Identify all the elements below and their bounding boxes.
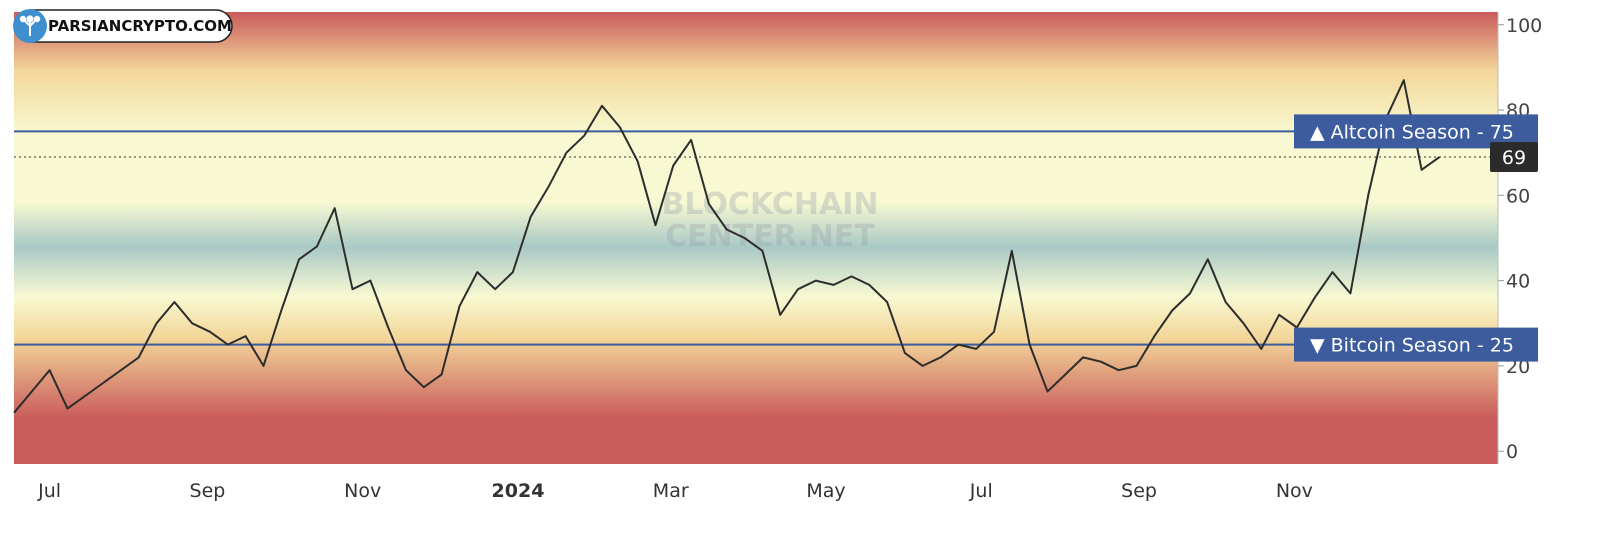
y-tick-label: 100 [1506,15,1542,37]
current-value-tag-bg [1490,141,1538,172]
logo-label: PARSIANCRYPTO.COM [48,17,232,35]
y-tick-label: 40 [1506,271,1530,293]
x-axis-ticks: Jul Sep Nov 2024 Mar May Jul Sep Nov [37,480,1313,502]
current-value-tag: 69 [1490,141,1538,172]
x-tick-label: May [806,480,845,502]
threshold-tag-bg-1 [1294,327,1538,362]
x-tick-label: Jul [37,480,61,502]
threshold-tag-label-0: ▲ Altcoin Season - 75 [1310,121,1514,143]
logo-badge: PARSIANCRYPTO.COM [13,9,233,43]
watermark-line-1: BLOCKCHAIN [662,187,879,222]
y-tick-label: 0 [1506,441,1518,463]
threshold-lines [14,130,1498,346]
x-tick-label: Sep [190,480,226,502]
y-tick-label: 60 [1506,185,1530,207]
logo-tree-icon [19,15,41,36]
x-tick-label: Jul [969,480,993,502]
current-value-label: 69 [1502,147,1526,169]
x-tick-label: 2024 [492,480,545,502]
axis-gutter [1498,12,1538,464]
x-tick-label: Sep [1121,480,1157,502]
watermark-line-2: CENTER.NET [665,219,875,254]
x-tick-label: Nov [1276,480,1313,502]
x-tick-label: Nov [344,480,381,502]
threshold-tag-label-1: ▼ Bitcoin Season - 25 [1310,335,1514,357]
series-points [13,80,1440,413]
x-tick-label: Mar [653,480,689,502]
plot-background [14,12,1498,464]
watermark: BLOCKCHAIN CENTER.NET [662,187,879,254]
